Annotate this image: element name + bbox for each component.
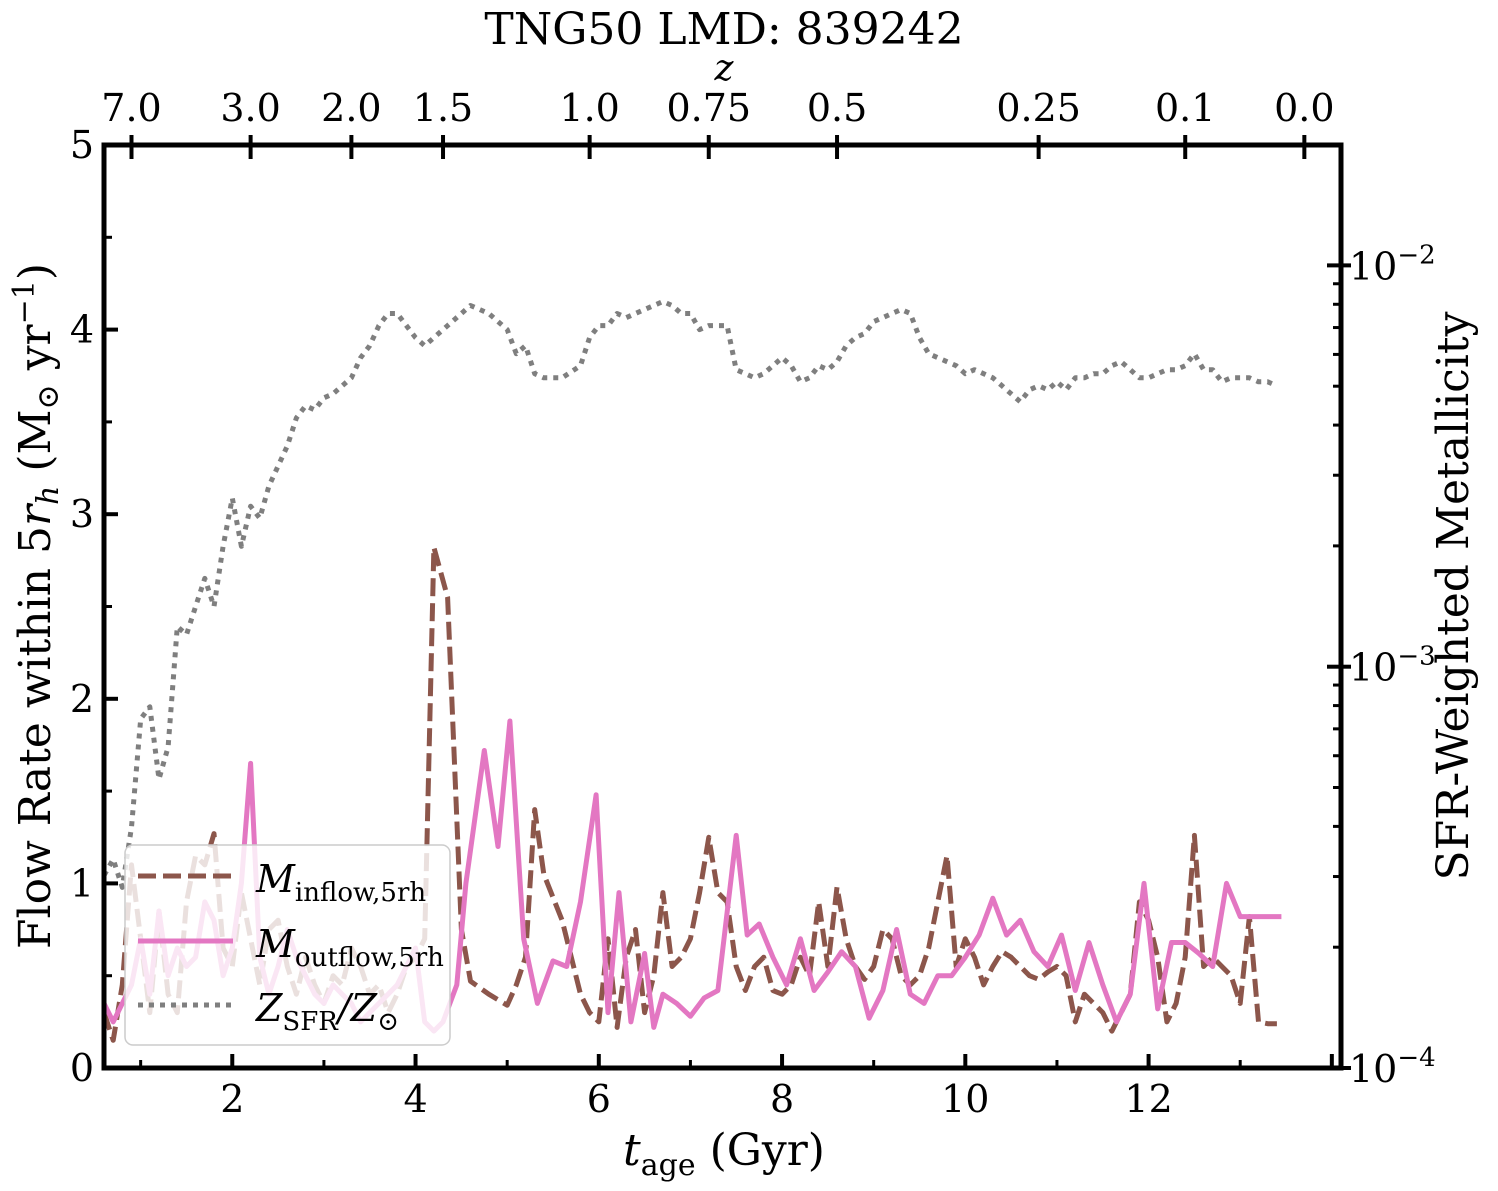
z-tick-label: 0.0 (1274, 86, 1334, 130)
y2-tick-label: 10−4 (1349, 1043, 1436, 1091)
legend-metal-main: Z (255, 986, 283, 1030)
y-tick-label: 2 (70, 677, 94, 721)
x-axis-label: tage (Gyr) (623, 1125, 825, 1183)
y-label-sun: ⊙ (31, 384, 66, 409)
y-label-r: r (10, 502, 61, 526)
z-tick-label: 1.5 (413, 86, 473, 130)
x-label-main: t (623, 1125, 641, 1176)
y-axis-label: Flow Rate within 5rh (M⊙ yr−1) (7, 263, 66, 949)
legend: Minflow,5rh Moutflow,5rh ZSFR/Z⊙ (124, 844, 451, 1046)
y2-tick-power: −2 (1397, 240, 1435, 270)
y2-tick-power: −3 (1397, 642, 1435, 672)
legend-inflow-main: M (255, 857, 296, 901)
y-tick-label: 1 (70, 861, 94, 905)
z-tick-label: 2.0 (321, 86, 381, 130)
x-label-unit: (Gyr) (696, 1125, 825, 1176)
legend-label-outflow: Moutflow,5rh (255, 922, 444, 973)
legend-outflow-sub: outflow,5rh (295, 943, 444, 973)
chart-title: TNG50 LMD: 839242 (484, 4, 963, 55)
y-tick-label: 5 (70, 123, 94, 167)
top-axis-label: z (714, 48, 735, 89)
y2-tick-label: 10−2 (1349, 240, 1436, 288)
legend-outflow-main: M (255, 922, 296, 966)
y2-axis-label: SFR-Weighted Metallicity (1428, 311, 1479, 880)
y2-tick-base: 10 (1349, 1047, 1397, 1091)
y2-tick-base: 10 (1349, 244, 1397, 288)
x-tick-label: 8 (770, 1077, 794, 1121)
y-label-exp: −1 (7, 280, 42, 324)
y-label-yr: yr (10, 323, 61, 384)
legend-box (124, 844, 451, 1046)
x-tick-label: 4 (403, 1077, 427, 1121)
y2-tick-base: 10 (1349, 646, 1397, 690)
y-label-h: h (31, 486, 66, 505)
y-tick-label: 4 (70, 308, 94, 352)
z-tick-label: 0.1 (1155, 86, 1215, 130)
x-tick-label: 10 (941, 1077, 989, 1121)
y-label-unit: (M (10, 409, 61, 485)
z-tick-label: 0.75 (666, 86, 751, 130)
legend-metal-slash: /Z (334, 986, 378, 1030)
y-tick-label: 0 (70, 1046, 94, 1090)
y-label-pre: Flow Rate within 5 (10, 526, 61, 949)
y-label-close: ) (10, 263, 61, 280)
y-tick-label: 3 (70, 492, 94, 536)
x-tick-label: 12 (1124, 1077, 1172, 1121)
z-tick-label: 7.0 (101, 86, 161, 130)
x-label-sub: age (641, 1148, 696, 1183)
legend-metal-sub: SFR (282, 1007, 339, 1037)
x-tick-label: 2 (220, 1077, 244, 1121)
y2-tick-power: −4 (1397, 1043, 1435, 1073)
legend-metal-sub2: ⊙ (377, 1007, 399, 1037)
legend-label-inflow: Minflow,5rh (255, 857, 426, 908)
x-tick-label: 6 (587, 1077, 611, 1121)
z-tick-label: 0.25 (996, 86, 1081, 130)
z-tick-label: 0.5 (807, 86, 867, 130)
z-tick-label: 1.0 (559, 86, 619, 130)
legend-label-metallicity: ZSFR/Z⊙ (255, 986, 399, 1037)
y2-tick-label: 10−3 (1349, 642, 1436, 690)
z-tick-label: 3.0 (220, 86, 280, 130)
legend-inflow-sub: inflow,5rh (295, 878, 426, 908)
series-line-0 (104, 544, 1277, 1043)
